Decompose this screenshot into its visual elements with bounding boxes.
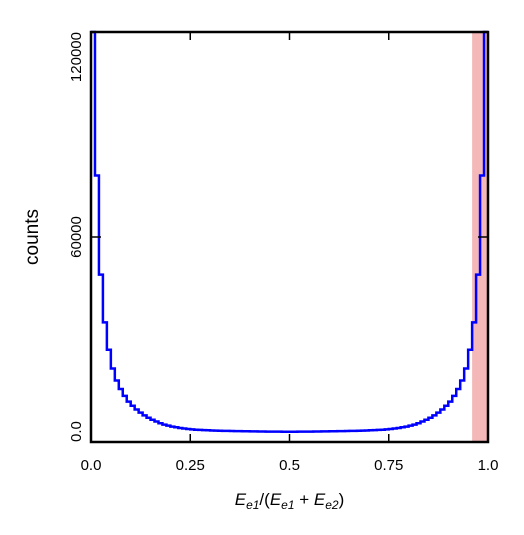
x-axis-label-plus: + (295, 490, 314, 509)
x-axis-label-num: E (235, 490, 247, 509)
y-ticks: 0.0 60000 120000 (68, 31, 488, 443)
x-axis-label-b-sub: e2 (325, 498, 339, 512)
plot-area: 0.0 0.25 0.5 0.75 1.0 0.0 60000 120000 (68, 30, 499, 474)
x-tick-label-1: 0.25 (176, 457, 205, 474)
x-tick-label-0: 0.0 (81, 457, 102, 474)
x-tick-label-3: 0.75 (374, 457, 403, 474)
y-tick-label-1: 60000 (68, 216, 85, 258)
x-axis-label-a-sub: e1 (281, 498, 294, 512)
x-axis-label-close: ) (339, 490, 345, 509)
y-axis-label: counts (22, 209, 43, 265)
x-tick-label-4: 1.0 (478, 457, 499, 474)
x-axis-label: Ee1/(Ee1 + Ee2) (235, 490, 345, 512)
y-tick-label-2: 120000 (68, 32, 85, 82)
plot-frame (89, 30, 490, 444)
x-axis-label-b: E (314, 490, 326, 509)
histogram-series-line (91, 30, 488, 433)
x-axis-label-open: /( (259, 490, 270, 509)
y-tick-label-0: 0.0 (68, 421, 85, 442)
x-axis-label-num-sub: e1 (246, 498, 259, 512)
x-ticks: 0.0 0.25 0.5 0.75 1.0 (81, 32, 499, 474)
x-axis-label-a: E (270, 490, 282, 509)
x-tick-label-2: 0.5 (279, 457, 300, 474)
